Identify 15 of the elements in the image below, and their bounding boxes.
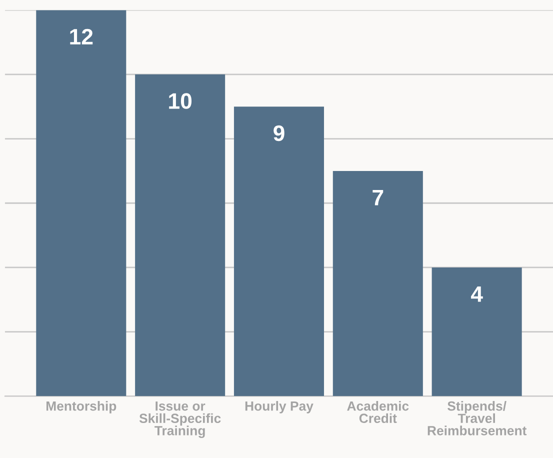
data-label: 10: [169, 93, 192, 109]
x-tick-label: Hourly Pay: [245, 401, 314, 414]
x-tick-label: Stipends/ Travel Reimbursement: [428, 401, 527, 436]
bar: [332, 170, 423, 396]
data-label: 7: [372, 190, 384, 206]
bar: [36, 10, 126, 396]
x-tick-label: Academic Credit: [347, 401, 409, 424]
data-label: 12: [70, 28, 93, 44]
bar: [135, 74, 226, 396]
data-label: 9: [274, 125, 284, 142]
data-label: 4: [470, 286, 483, 302]
bar: [432, 267, 522, 396]
x-tick-label: Mentorship: [46, 401, 116, 414]
x-tick-label: Issue or Skill-Specific Training: [139, 402, 221, 438]
bar: [234, 106, 324, 396]
